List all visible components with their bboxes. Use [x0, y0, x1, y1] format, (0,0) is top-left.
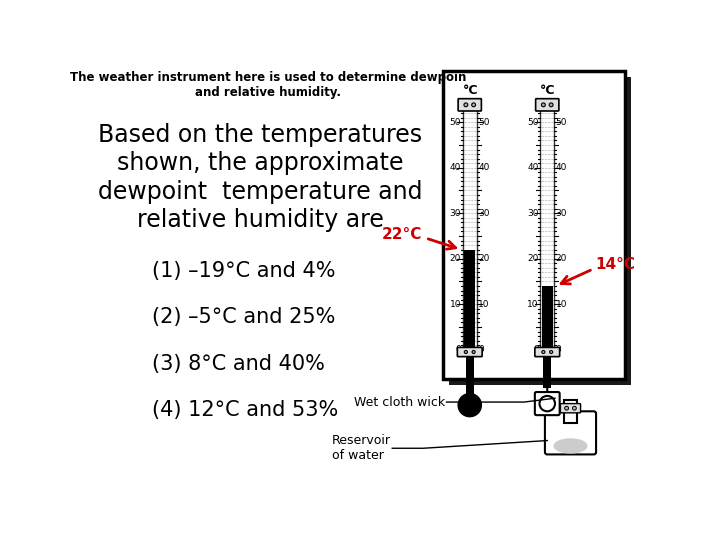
Text: dewpoint  temperature and: dewpoint temperature and — [98, 179, 423, 204]
Text: 40: 40 — [478, 163, 490, 172]
FancyBboxPatch shape — [535, 347, 559, 356]
Circle shape — [541, 103, 545, 107]
Text: 40: 40 — [527, 163, 539, 172]
Text: 30: 30 — [527, 208, 539, 218]
FancyBboxPatch shape — [535, 392, 559, 415]
Circle shape — [549, 103, 553, 107]
Text: 20: 20 — [527, 254, 539, 263]
Text: 0: 0 — [478, 345, 484, 354]
Circle shape — [549, 350, 553, 354]
FancyBboxPatch shape — [560, 403, 580, 413]
Bar — [443, 71, 625, 379]
Text: (2) –5°C and 25%: (2) –5°C and 25% — [152, 307, 336, 327]
Circle shape — [539, 396, 555, 411]
Text: (3) 8°C and 40%: (3) 8°C and 40% — [152, 354, 325, 374]
Bar — [544, 356, 551, 388]
FancyBboxPatch shape — [536, 99, 559, 111]
Circle shape — [542, 350, 545, 354]
Text: 10: 10 — [527, 300, 539, 309]
FancyBboxPatch shape — [458, 99, 482, 111]
Bar — [564, 400, 577, 423]
Text: Reservoir
of water: Reservoir of water — [332, 434, 391, 462]
Bar — [463, 99, 477, 350]
Bar — [540, 99, 554, 350]
Circle shape — [472, 103, 476, 107]
Text: 10: 10 — [450, 300, 462, 309]
Text: 22°C: 22°C — [382, 227, 423, 242]
Text: 40: 40 — [450, 163, 462, 172]
Text: °C: °C — [463, 84, 478, 97]
Text: °C: °C — [540, 84, 556, 97]
Text: 20: 20 — [556, 254, 567, 263]
Text: 40: 40 — [556, 163, 567, 172]
Text: 20: 20 — [450, 254, 462, 263]
Text: 10: 10 — [478, 300, 490, 309]
Circle shape — [464, 350, 467, 354]
Text: 0: 0 — [556, 345, 562, 354]
Text: 30: 30 — [478, 208, 490, 218]
Circle shape — [564, 406, 569, 410]
Text: 20: 20 — [478, 254, 490, 263]
Text: 50: 50 — [450, 118, 462, 127]
Text: Wet cloth wick: Wet cloth wick — [354, 396, 445, 409]
Text: 50: 50 — [556, 118, 567, 127]
Circle shape — [464, 103, 468, 107]
Text: (1) –19°C and 4%: (1) –19°C and 4% — [152, 261, 336, 281]
Text: 14°C: 14°C — [595, 257, 635, 272]
Text: Based on the temperatures: Based on the temperatures — [99, 123, 423, 146]
Text: relative humidity are: relative humidity are — [137, 208, 384, 232]
Bar — [464, 249, 475, 350]
Circle shape — [458, 394, 482, 417]
Text: 50: 50 — [478, 118, 490, 127]
Text: 0: 0 — [533, 345, 539, 354]
Text: 30: 30 — [450, 208, 462, 218]
Text: shown, the approximate: shown, the approximate — [117, 151, 404, 175]
Circle shape — [572, 406, 576, 410]
Ellipse shape — [554, 438, 588, 454]
FancyBboxPatch shape — [545, 411, 596, 455]
Text: The weather instrument here is used to determine dewpoin
and relative humidity.: The weather instrument here is used to d… — [70, 71, 467, 99]
Text: 10: 10 — [556, 300, 567, 309]
Circle shape — [472, 350, 475, 354]
Text: 50: 50 — [527, 118, 539, 127]
Bar — [449, 77, 631, 385]
Text: 0: 0 — [456, 345, 462, 354]
Text: 30: 30 — [556, 208, 567, 218]
Text: (4) 12°C and 53%: (4) 12°C and 53% — [152, 400, 338, 420]
Bar — [466, 356, 474, 396]
Bar — [542, 286, 553, 350]
FancyBboxPatch shape — [457, 347, 482, 356]
